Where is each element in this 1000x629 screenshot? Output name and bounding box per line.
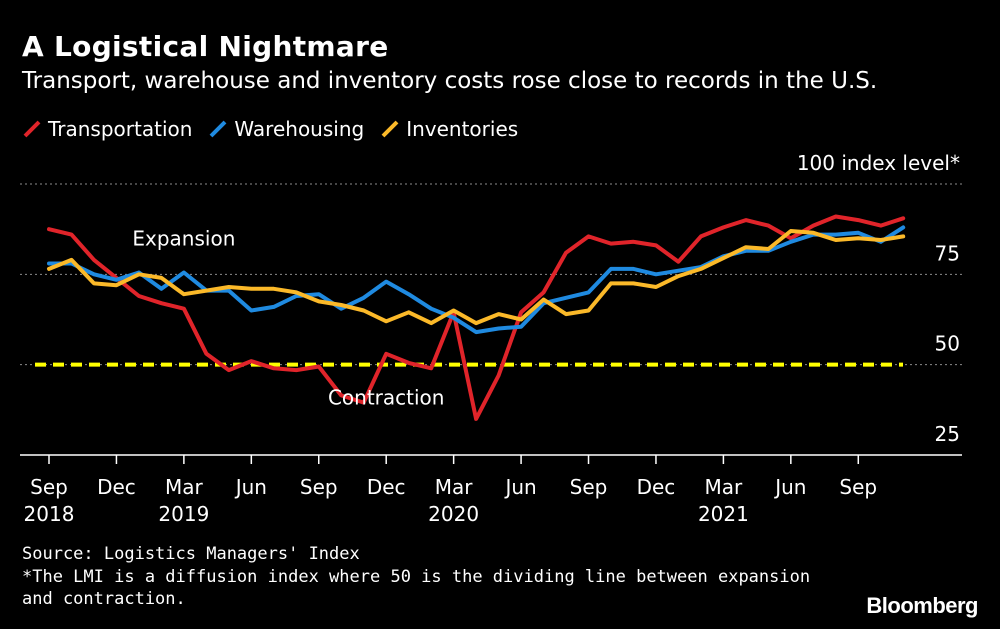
legend-label-transportation: Transportation	[48, 117, 193, 141]
x-tick-label: Dec	[637, 475, 676, 499]
legend-label-warehousing: Warehousing	[234, 117, 365, 141]
x-tick-label: Sep	[570, 475, 608, 499]
series-line-transportation	[47, 214, 906, 421]
x-tick-label: Sep	[300, 475, 338, 499]
x-tick-label: Mar	[705, 475, 744, 499]
chart-subtitle: Transport, warehouse and inventory costs…	[22, 68, 878, 94]
series-line-inventories	[47, 229, 906, 326]
x-tick-label: Jun	[503, 475, 536, 499]
legend-swatch-transportation	[23, 120, 41, 138]
legend-label-inventories: Inventories	[406, 117, 519, 141]
x-tick-label: Mar	[165, 475, 204, 499]
x-tick-year-label: 2020	[428, 502, 479, 526]
y-tick-label: 25	[935, 422, 960, 446]
legend-item-inventories: Inventories	[380, 117, 518, 141]
x-tick-year-label: 2019	[158, 502, 209, 526]
y-tick-label: 50	[935, 332, 960, 356]
chart-title: A Logistical Nightmare	[22, 30, 389, 63]
y-tick-label: 100 index level*	[797, 151, 960, 175]
legend-item-transportation: Transportation	[22, 117, 192, 141]
footnote: *The LMI is a diffusion index where 50 i…	[22, 567, 811, 609]
legend-swatch-inventories	[381, 120, 399, 138]
chart-legend: Transportation Warehousing Inventories	[22, 117, 534, 141]
x-tick-label: Sep	[30, 475, 68, 499]
x-tick-year-label: 2021	[698, 502, 749, 526]
source-note: Source: Logistics Managers' Index	[22, 544, 360, 564]
x-tick-label: Dec	[97, 475, 136, 499]
legend-swatch-warehousing	[210, 120, 227, 138]
x-tick-label: Jun	[773, 475, 806, 499]
x-tick-label: Sep	[839, 475, 877, 499]
x-tick-label: Jun	[234, 475, 267, 499]
bloomberg-logo: Bloomberg	[866, 593, 978, 618]
y-tick-label: 75	[935, 241, 960, 265]
x-tick-label: Mar	[435, 475, 474, 499]
legend-item-warehousing: Warehousing	[208, 117, 364, 141]
annotation-contraction: Contraction	[328, 385, 445, 409]
annotation-expansion: Expansion	[132, 226, 235, 250]
x-tick-year-label: 2018	[24, 502, 75, 526]
series-line-warehousing	[47, 225, 906, 335]
x-tick-label: Dec	[367, 475, 406, 499]
